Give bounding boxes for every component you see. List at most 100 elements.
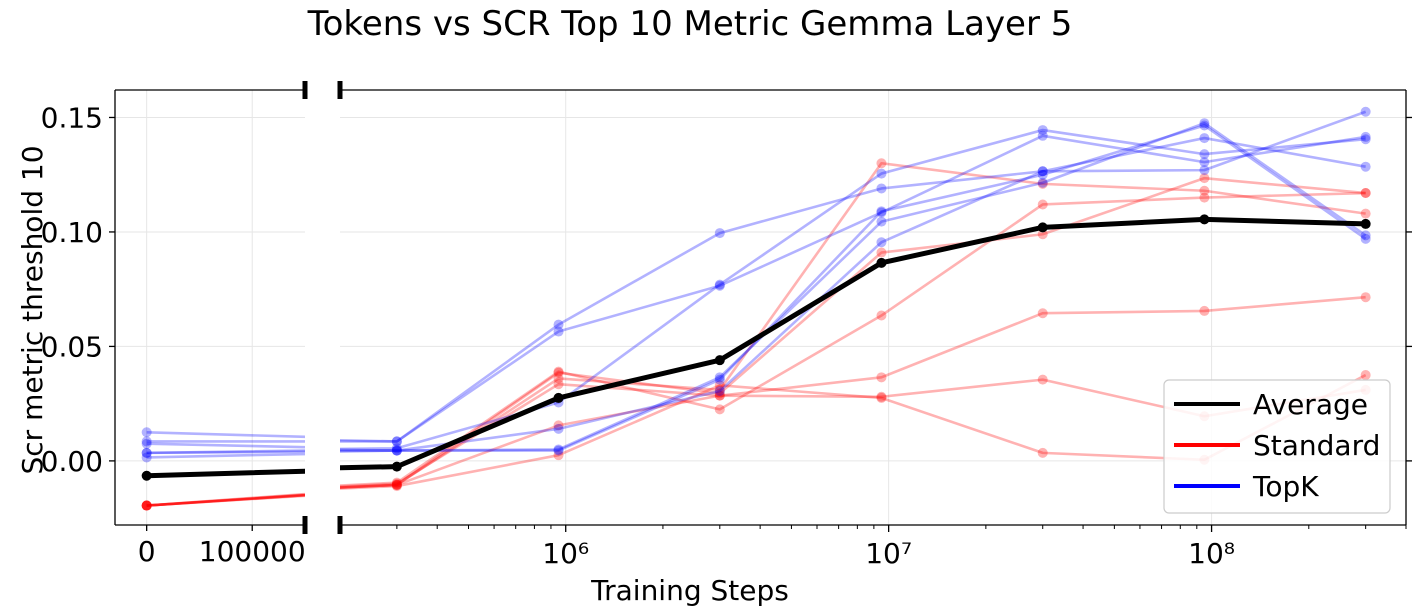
series-standard-4-point (876, 392, 887, 403)
series-topk-8-point (391, 436, 402, 447)
series-standard-1-point (714, 384, 725, 395)
x-tick-label: 0 (138, 535, 156, 568)
series-standard-2-point (391, 479, 402, 490)
series-standard-1-point (141, 500, 152, 511)
series-standard-3-point (391, 477, 402, 488)
series-standard-4-point (141, 500, 152, 511)
series-topk-12-point (1199, 120, 1210, 131)
series-topk-7-point (141, 427, 152, 438)
series-average-0-point (1199, 214, 1210, 225)
series-standard-2-line-right (340, 176, 1366, 489)
series-standard-2-point (876, 247, 887, 258)
series-topk-10-point (1037, 125, 1048, 136)
series-topk-7-line-right (340, 110, 1367, 443)
series-topk-12-point (1360, 233, 1371, 244)
series-standard-5-point (714, 390, 725, 401)
y-tick-label: 0.00 (41, 445, 103, 478)
series-average-0-point (876, 257, 887, 268)
series-standard-6-point (1360, 292, 1371, 303)
tick-marks: 0.00 0.05 0.10 0.15 0 100000 10⁶ 10⁷ 10⁸ (41, 101, 1412, 570)
series-topk-7-point (1360, 106, 1371, 117)
series-topk-11-line-right (340, 136, 1366, 453)
series-topk-10-point (1360, 134, 1371, 145)
legend-label-standard: Standard (1253, 429, 1380, 462)
series-standard-3-point (553, 366, 564, 377)
legend: Average Standard TopK (1163, 379, 1391, 514)
x-tick-label: 10⁶ (542, 537, 589, 570)
series-topk-7-point (714, 228, 725, 239)
series-topk-9-point (714, 372, 725, 383)
series-topk-12-point (141, 447, 152, 458)
series-standard-2-point (714, 388, 725, 399)
series-topk-12-point (1037, 169, 1048, 180)
x-tick-label: 100000 (199, 535, 306, 568)
series-topk-8-point (1360, 131, 1371, 142)
series-standard-3-point (876, 310, 887, 321)
series-topk-7-point (553, 319, 564, 330)
x-tick-label: 10⁸ (1188, 537, 1235, 570)
series-standard-6-point (1037, 308, 1048, 319)
series-topk-9-point (553, 444, 564, 455)
series-standard-4-point (1037, 447, 1048, 458)
series-topk-9-point (1360, 230, 1371, 241)
series-topk-7-point (1199, 165, 1210, 176)
series-topk-11-point (876, 237, 887, 248)
series-average-0-point (1037, 222, 1048, 233)
series-topk-7-point (391, 436, 402, 447)
series-topk-12-point (391, 445, 402, 456)
series-standard-2-point (553, 367, 564, 378)
series-topk-9-point (876, 216, 887, 227)
series-topk-8-point (1199, 157, 1210, 168)
y-tick-label: 0.10 (41, 216, 103, 249)
series-standard-6-point (141, 500, 152, 511)
series-topk-8-point (1037, 130, 1048, 141)
series-topk-9-point (1199, 118, 1210, 129)
axes (114, 81, 1407, 534)
series-topk-8-point (876, 207, 887, 218)
series-topk-11-point (1199, 133, 1210, 144)
series-standard-3-point (714, 404, 725, 415)
legend-label-topk: TopK (1252, 470, 1319, 503)
series-standard-5-point (391, 479, 402, 490)
series-topk-11-point (553, 423, 564, 434)
series-topk-10-point (876, 168, 887, 179)
series-topk-8-point (141, 436, 152, 447)
series-average-0-line-right (340, 216, 1366, 471)
series-standard-1-point (553, 373, 564, 384)
series-topk-11-point (714, 386, 725, 397)
right-panel-lines (340, 106, 1371, 492)
series-topk-10-point (714, 279, 725, 290)
series-standard-1-point (391, 479, 402, 490)
series-average-0-point (1360, 218, 1371, 229)
series-topk-12-point (714, 374, 725, 385)
chart-title: Tokens vs SCR Top 10 Metric Gemma Layer … (307, 4, 1073, 44)
series-standard-5-point (1037, 374, 1048, 385)
series-topk-8-point (714, 280, 725, 291)
series-average-0-point (141, 470, 152, 481)
series-standard-1-point (1037, 178, 1048, 189)
legend-frame (1163, 379, 1391, 514)
left-panel-lines (141, 427, 305, 511)
series-standard-1-point (1360, 208, 1371, 219)
series-topk-7-point (1037, 166, 1048, 177)
series-topk-9-point (1037, 177, 1048, 188)
series-standard-2-point (1199, 173, 1210, 184)
series-standard-3-point (1360, 188, 1371, 199)
series-standard-1-point (1199, 185, 1210, 196)
series-topk-11-point (1360, 161, 1371, 172)
series-standard-3-point (1199, 192, 1210, 203)
series-standard-6-point (714, 390, 725, 401)
left-panel-grid (115, 90, 305, 525)
series-standard-5-point (876, 391, 887, 402)
series-standard-1-line-right (340, 161, 1366, 489)
x-axis-label: Training Steps (590, 574, 789, 607)
series-standard-2-point (141, 500, 152, 511)
series-standard-3-point (1037, 199, 1048, 210)
series-topk-8-point (553, 326, 564, 337)
series-topk-10-line-right (340, 128, 1366, 451)
series-topk-8-line-right (340, 134, 1366, 443)
series-standard-6-point (1199, 305, 1210, 316)
series-topk-11-point (1037, 166, 1048, 177)
series-topk-9-point (391, 445, 402, 456)
